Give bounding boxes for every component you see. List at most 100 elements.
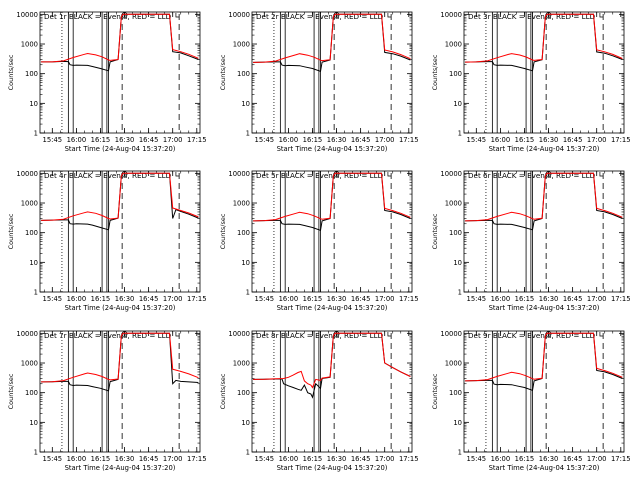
x-tick-label: 16:30 xyxy=(539,295,559,303)
y-tick-label: 10000 xyxy=(228,330,250,338)
y-tick-label: 1 xyxy=(458,130,462,138)
y-tick-label: 1000 xyxy=(233,360,250,368)
y-tick-label: 100 xyxy=(449,229,462,237)
y-tick-label: 1 xyxy=(246,289,250,297)
series-line-lld xyxy=(465,13,623,63)
y-tick-label: 10 xyxy=(29,259,38,267)
y-tick-label: 100 xyxy=(449,389,462,397)
y-axis-label: Counts/sec xyxy=(431,54,439,90)
y-tick-label: 100 xyxy=(449,70,462,78)
x-tick-label: 15:45 xyxy=(255,136,275,144)
x-tick-label: 16:45 xyxy=(351,455,371,463)
x-axis-label: Start Time (24-Aug-04 15:37:20) xyxy=(489,464,600,472)
x-tick-label: 17:15 xyxy=(611,455,631,463)
y-tick-label: 10 xyxy=(453,259,462,267)
x-tick-label: 16:15 xyxy=(91,136,111,144)
y-axis-label: Counts/sec xyxy=(431,213,439,249)
y-tick-label: 10000 xyxy=(440,11,462,19)
x-tick-label: 16:15 xyxy=(515,455,535,463)
plot-frame xyxy=(463,330,625,453)
plot-frame xyxy=(463,11,625,134)
panel-5: Det 5r BLACK = Events, RED = LLD 1 10 100 10… xyxy=(219,170,419,312)
x-tick-label: 17:00 xyxy=(163,136,183,144)
y-tick-label: 10 xyxy=(241,259,250,267)
plot-frame xyxy=(39,11,201,134)
x-tick-label: 16:45 xyxy=(351,295,371,303)
y-axis-label: Counts/sec xyxy=(219,213,227,249)
x-tick-label: 17:15 xyxy=(187,136,207,144)
plot-frame xyxy=(251,330,413,453)
saa-marker xyxy=(387,13,391,18)
x-tick-label: 17:00 xyxy=(375,136,395,144)
y-tick-label: 100 xyxy=(237,70,250,78)
x-tick-label: 16:30 xyxy=(539,455,559,463)
x-tick-label: 17:15 xyxy=(611,136,631,144)
x-tick-label: 16:30 xyxy=(115,455,135,463)
y-tick-label: 100 xyxy=(237,389,250,397)
x-tick-label: 16:45 xyxy=(139,295,159,303)
y-tick-label: 1000 xyxy=(233,41,250,49)
plot-frame xyxy=(251,170,413,293)
y-tick-label: 10000 xyxy=(440,330,462,338)
x-tick-label: 17:00 xyxy=(163,455,183,463)
saa-marker xyxy=(387,172,391,177)
x-tick-label: 16:00 xyxy=(279,136,299,144)
series-line-lld xyxy=(253,172,411,222)
y-tick-label: 10000 xyxy=(16,330,38,338)
y-tick-label: 1 xyxy=(34,449,38,457)
x-axis-label: Start Time (24-Aug-04 15:37:20) xyxy=(489,304,600,312)
y-tick-label: 1000 xyxy=(21,360,38,368)
y-axis-label: Counts/sec xyxy=(7,373,15,409)
x-tick-label: 17:00 xyxy=(163,295,183,303)
x-axis-label: Start Time (24-Aug-04 15:37:20) xyxy=(489,145,600,153)
x-tick-label: 15:45 xyxy=(467,136,487,144)
x-tick-label: 16:30 xyxy=(539,136,559,144)
y-tick-label: 10 xyxy=(29,100,38,108)
x-axis-label: Start Time (24-Aug-04 15:37:20) xyxy=(277,464,388,472)
x-tick-label: 15:45 xyxy=(43,136,63,144)
panel-6: Det 6r BLACK = Events, RED = LLD 1 10 100 10… xyxy=(431,170,631,312)
x-tick-label: 15:45 xyxy=(467,455,487,463)
x-tick-label: 16:15 xyxy=(303,295,323,303)
y-tick-label: 10 xyxy=(241,100,250,108)
x-axis-label: Start Time (24-Aug-04 15:37:20) xyxy=(65,145,176,153)
x-tick-label: 16:15 xyxy=(91,455,111,463)
plot-frame xyxy=(251,11,413,134)
y-tick-label: 10000 xyxy=(16,11,38,19)
saa-marker xyxy=(599,172,603,177)
y-tick-label: 1 xyxy=(34,130,38,138)
plot-frame xyxy=(39,170,201,293)
y-tick-label: 1 xyxy=(246,449,250,457)
y-tick-label: 1 xyxy=(34,289,38,297)
x-tick-label: 17:15 xyxy=(187,455,207,463)
panel-title: Det 3r BLACK = Events, RED = LLD xyxy=(468,12,596,21)
y-tick-label: 100 xyxy=(25,389,38,397)
panel-7: Det 7r BLACK = Events, RED = LLD 1 10 100 10… xyxy=(7,330,207,472)
plot-frame xyxy=(39,330,201,453)
x-tick-label: 16:00 xyxy=(67,295,87,303)
x-tick-label: 16:00 xyxy=(491,136,511,144)
x-tick-label: 16:45 xyxy=(563,455,583,463)
series-line-lld xyxy=(41,172,199,221)
panel-title: Det 2r BLACK = Events, RED = LLD xyxy=(256,12,384,21)
x-tick-label: 16:00 xyxy=(279,455,299,463)
x-tick-label: 15:45 xyxy=(467,295,487,303)
y-tick-label: 1000 xyxy=(445,360,462,368)
y-axis-label: Counts/sec xyxy=(219,373,227,409)
panel-3: Det 3r BLACK = Events, RED = LLD 1 10 100 10… xyxy=(431,11,631,153)
x-axis-label: Start Time (24-Aug-04 15:37:20) xyxy=(65,304,176,312)
x-tick-label: 17:15 xyxy=(187,295,207,303)
x-tick-label: 15:45 xyxy=(43,455,63,463)
plot-frame xyxy=(463,170,625,293)
panel-8: Det 8r BLACK = Events, RED = LLD 1 10 100 10… xyxy=(219,330,419,472)
y-tick-label: 10000 xyxy=(228,170,250,178)
x-tick-label: 16:45 xyxy=(563,136,583,144)
y-axis-label: Counts/sec xyxy=(7,54,15,90)
panel-9: Det 9r BLACK = Events, RED = LLD 1 10 100 10… xyxy=(431,330,631,472)
x-tick-label: 17:00 xyxy=(587,295,607,303)
x-tick-label: 17:15 xyxy=(399,295,419,303)
panel-title: Det 9r BLACK = Events, RED = LLD xyxy=(468,331,596,340)
x-tick-label: 17:00 xyxy=(587,455,607,463)
y-tick-label: 100 xyxy=(25,229,38,237)
